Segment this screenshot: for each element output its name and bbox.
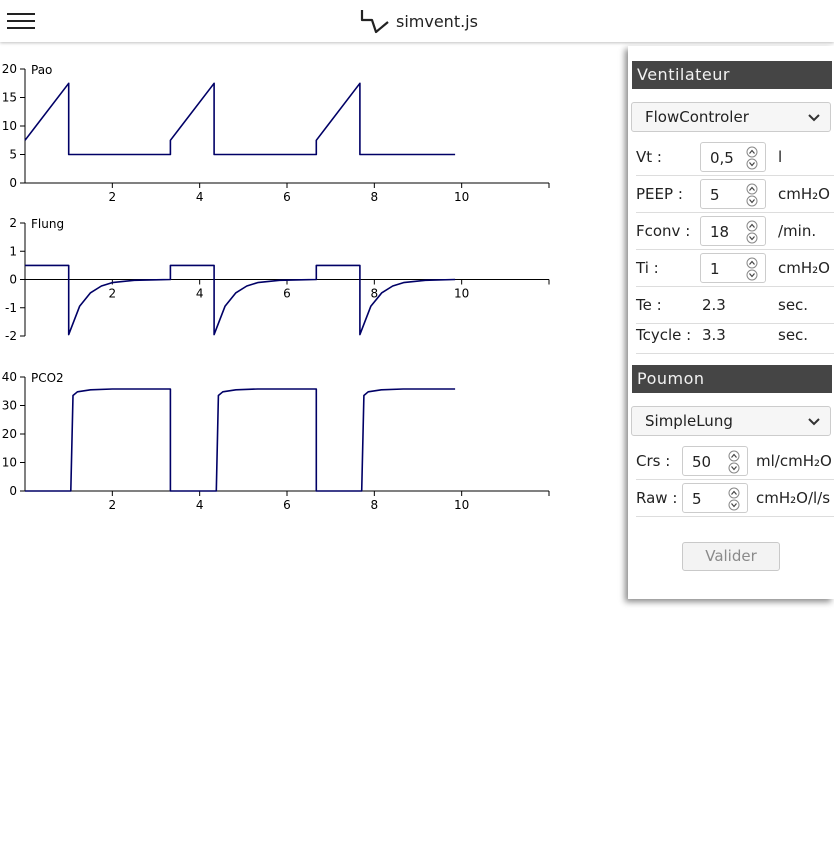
x-tick-label: 2 [109, 190, 117, 204]
x-tick-label: 2 [109, 498, 117, 512]
y-tick-label: 15 [2, 91, 17, 105]
readout-unit: sec. [778, 296, 809, 314]
readout-label: Tcycle : [636, 326, 692, 344]
vt-value: 0,5 [710, 149, 734, 167]
chart-title: Flung [31, 217, 64, 231]
y-tick-label: 30 [2, 399, 17, 413]
series-line [25, 388, 456, 492]
waveform-charts: 2 4 6 8 10 0 5 10 15 20 Pao 2 4 6 8 10 -2 -1 0 1 2 Flung 2 4 6 8 1… [2, 62, 550, 512]
stepper-arrows-icon[interactable] [728, 487, 740, 511]
readout-row-te: Te : 2.3 sec. [636, 287, 834, 324]
readout-unit: sec. [778, 326, 809, 344]
param-label: Fconv : [636, 222, 691, 240]
y-tick-label: 0 [9, 273, 17, 287]
ventilator-model-value: FlowControler [645, 108, 749, 126]
param-row-raw: Raw : 5 cmH₂O/l/s [636, 480, 834, 517]
y-tick-label: 20 [2, 427, 17, 441]
brand[interactable]: simvent.js [360, 6, 478, 36]
crs-value: 50 [692, 453, 712, 471]
peep-value: 5 [710, 186, 720, 204]
y-tick-label: -1 [5, 301, 17, 315]
y-tick-label: 5 [9, 148, 17, 162]
x-tick-label: 2 [109, 287, 117, 301]
series-line [24, 82, 456, 156]
vt-input[interactable]: 0,5 [700, 142, 766, 172]
x-tick-label: 6 [283, 498, 291, 512]
ti-input[interactable]: 1 [700, 253, 766, 283]
x-tick-label: 6 [283, 287, 291, 301]
param-label: Ti : [636, 259, 659, 277]
x-tick-label: 8 [371, 287, 379, 301]
chart-title: PCO2 [31, 371, 64, 385]
param-unit: /min. [778, 222, 817, 240]
param-row-ti: Ti : 1 cmH₂O [636, 250, 834, 287]
param-unit: cmH₂O [778, 259, 830, 277]
x-tick-label: 10 [454, 498, 469, 512]
top-bar: simvent.js [0, 0, 834, 42]
ventilator-header: Ventilateur [632, 61, 832, 89]
series-line [25, 264, 456, 336]
x-tick-label: 10 [454, 287, 469, 301]
chevron-down-icon [808, 114, 820, 122]
y-tick-label: 0 [9, 484, 17, 498]
stepper-arrows-icon[interactable] [746, 220, 758, 244]
ti-value: 1 [710, 260, 720, 278]
validate-button[interactable]: Valider [682, 542, 780, 571]
y-tick-label: 10 [2, 456, 17, 470]
y-tick-label: 0 [9, 176, 17, 190]
app-title: simvent.js [396, 11, 478, 31]
param-label: PEEP : [636, 185, 683, 203]
param-label: Raw : [636, 489, 678, 507]
param-row-crs: Crs : 50 ml/cmH₂O [636, 443, 834, 480]
chart-title: Pao [31, 63, 52, 77]
lung-model-value: SimpleLung [645, 412, 733, 430]
y-tick-label: 20 [2, 62, 17, 76]
hamburger-menu-icon[interactable] [7, 11, 35, 31]
crs-input[interactable]: 50 [682, 446, 748, 476]
waveform-logo-icon [360, 10, 389, 34]
param-label: Vt : [636, 148, 662, 166]
settings-panel: Ventilateur FlowControler Vt : 0,5 l PEE… [628, 46, 834, 599]
peep-input[interactable]: 5 [700, 179, 766, 209]
stepper-arrows-icon[interactable] [746, 146, 758, 170]
raw-input[interactable]: 5 [682, 483, 748, 513]
stepper-arrows-icon[interactable] [746, 257, 758, 281]
fconv-value: 18 [710, 223, 730, 241]
x-tick-label: 4 [196, 190, 204, 204]
param-row-peep: PEEP : 5 cmH₂O [636, 176, 834, 213]
lung-header: Poumon [632, 365, 832, 393]
stepper-arrows-icon[interactable] [746, 183, 758, 207]
x-tick-label: 4 [196, 498, 204, 512]
param-unit: ml/cmH₂O [756, 452, 832, 470]
param-row-vt: Vt : 0,5 l [636, 139, 834, 176]
te-value: 2.3 [702, 296, 726, 314]
raw-value: 5 [692, 490, 702, 508]
param-row-fconv: Fconv : 18 /min. [636, 213, 834, 250]
y-tick-label: 2 [9, 216, 17, 230]
lung-model-select[interactable]: SimpleLung [631, 406, 831, 436]
x-tick-label: 6 [283, 190, 291, 204]
param-unit: cmH₂O [778, 185, 830, 203]
y-tick-label: 1 [9, 244, 17, 258]
x-tick-label: 10 [454, 190, 469, 204]
param-unit: cmH₂O/l/s [756, 489, 831, 507]
y-tick-label: 10 [2, 119, 17, 133]
readout-row-tcycle: Tcycle : 3.3 sec. [636, 317, 834, 354]
x-tick-label: 8 [371, 498, 379, 512]
param-unit: l [778, 148, 783, 166]
x-tick-label: 8 [371, 190, 379, 204]
readout-label: Te : [636, 296, 662, 314]
param-label: Crs : [636, 452, 671, 470]
stepper-arrows-icon[interactable] [728, 450, 740, 474]
fconv-input[interactable]: 18 [700, 216, 766, 246]
y-tick-label: -2 [5, 329, 17, 343]
chevron-down-icon [808, 418, 820, 426]
x-tick-label: 4 [196, 287, 204, 301]
tcycle-value: 3.3 [702, 326, 726, 344]
y-tick-label: 40 [2, 370, 17, 384]
ventilator-model-select[interactable]: FlowControler [631, 102, 831, 132]
